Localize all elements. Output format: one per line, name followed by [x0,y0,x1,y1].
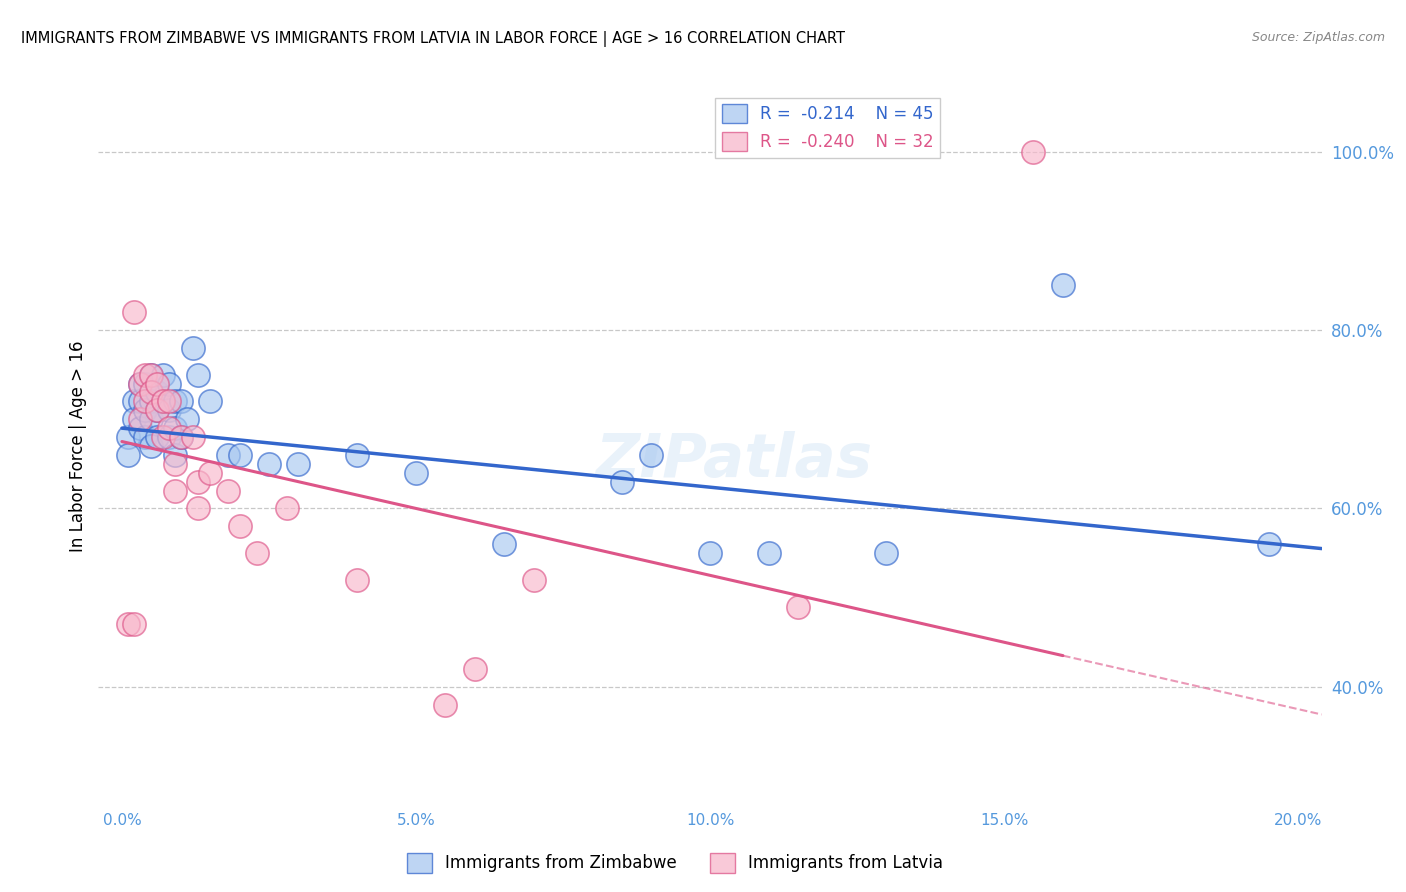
Point [163,448,186,462]
Point [163,394,186,409]
Point [128,412,150,426]
Point [434,698,457,712]
Point [787,599,810,614]
Point [257,457,280,471]
Y-axis label: In Labor Force | Age > 16: In Labor Force | Age > 16 [69,340,87,552]
Point [523,573,546,587]
Point [163,457,186,471]
Point [128,376,150,391]
Legend: Immigrants from Zimbabwe, Immigrants from Latvia: Immigrants from Zimbabwe, Immigrants fro… [399,847,950,880]
Point [146,403,169,417]
Point [141,368,163,382]
Point [217,448,239,462]
Point [152,394,174,409]
Point [146,430,169,444]
Point [157,403,180,417]
Point [1052,278,1074,293]
Point [228,519,250,533]
Point [141,412,163,426]
Point [122,617,145,632]
Point [122,305,145,319]
Point [170,430,193,444]
Point [128,394,150,409]
Text: ZIPatlas: ZIPatlas [596,431,873,490]
Point [117,617,139,632]
Point [134,430,156,444]
Point [181,341,204,355]
Point [405,466,427,480]
Point [699,546,721,560]
Point [134,368,156,382]
Point [640,448,662,462]
Point [170,430,193,444]
Text: Source: ZipAtlas.com: Source: ZipAtlas.com [1251,31,1385,45]
Point [152,368,174,382]
Point [134,376,156,391]
Point [134,394,156,409]
Text: IMMIGRANTS FROM ZIMBABWE VS IMMIGRANTS FROM LATVIA IN LABOR FORCE | AGE > 16 COR: IMMIGRANTS FROM ZIMBABWE VS IMMIGRANTS F… [21,31,845,47]
Point [170,394,193,409]
Point [122,394,145,409]
Point [163,483,186,498]
Point [157,394,180,409]
Point [128,376,150,391]
Point [246,546,269,560]
Point [128,421,150,435]
Point [141,385,163,400]
Point [181,430,204,444]
Point [117,448,139,462]
Point [875,546,897,560]
Point [198,466,221,480]
Point [228,448,250,462]
Point [464,662,486,676]
Point [122,412,145,426]
Point [187,475,209,489]
Point [141,394,163,409]
Point [157,421,180,435]
Point [1022,145,1045,159]
Point [176,412,198,426]
Point [141,368,163,382]
Point [494,537,516,551]
Point [157,430,180,444]
Point [146,385,169,400]
Point [276,501,298,516]
Point [217,483,239,498]
Point [117,430,139,444]
Point [152,430,174,444]
Point [187,368,209,382]
Point [141,439,163,453]
Point [610,475,633,489]
Point [152,394,174,409]
Point [134,403,156,417]
Point [346,573,368,587]
Point [187,501,209,516]
Point [198,394,221,409]
Point [146,376,169,391]
Point [758,546,780,560]
Point [157,376,180,391]
Point [146,403,169,417]
Point [346,448,368,462]
Point [1257,537,1279,551]
Point [163,421,186,435]
Point [287,457,309,471]
Legend: R =  -0.214    N = 45, R =  -0.240    N = 32: R = -0.214 N = 45, R = -0.240 N = 32 [714,97,941,158]
